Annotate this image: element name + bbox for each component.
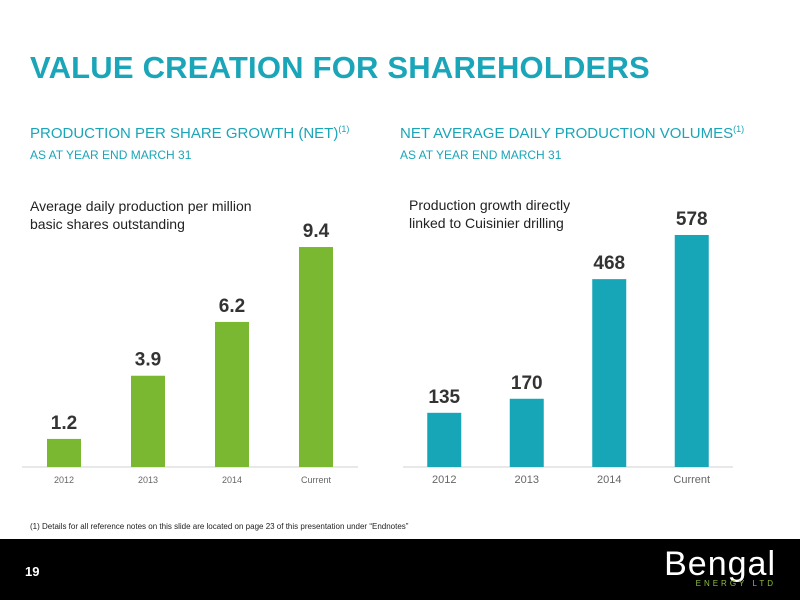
left-bar-2014: [215, 321, 249, 467]
logo-subtitle: ENERGY LTD: [695, 579, 776, 588]
right-chart-note: Production growth directly linked to Cui…: [409, 196, 570, 232]
footnote: (1) Details for all reference notes on t…: [30, 522, 409, 531]
right-tick-label-2012: 2012: [432, 474, 456, 486]
right-note-line2: linked to Cuisinier drilling: [409, 215, 564, 231]
logo-wordmark: Bengal: [664, 545, 776, 583]
left-note-line1: Average daily production per million: [30, 198, 252, 214]
right-tick-label-current: Current: [673, 474, 710, 486]
left-bar-2012: [47, 438, 81, 467]
page-number: 19: [25, 564, 40, 579]
left-tick-label-2014: 2014: [222, 475, 242, 485]
left-chart-note: Average daily production per million bas…: [30, 197, 252, 233]
right-data-label-current: 578: [676, 209, 708, 230]
right-note-line1: Production growth directly: [409, 197, 571, 213]
right-chart-heading: NET AVERAGE DAILY PRODUCTION VOLUMES(1): [400, 124, 780, 142]
left-data-label-2012: 1.2: [51, 413, 77, 434]
right-bar-2013: [509, 398, 544, 467]
left-data-label-2014: 6.2: [219, 296, 245, 317]
left-tick-label-2012: 2012: [54, 475, 74, 485]
slide-title: VALUE CREATION FOR SHAREHOLDERS: [30, 50, 650, 85]
left-chart-subheading: AS AT YEAR END MARCH 31: [30, 148, 192, 162]
right-bar-2014: [592, 279, 627, 467]
left-heading-text: PRODUCTION PER SHARE GROWTH (NET): [30, 125, 339, 142]
left-tick-label-2013: 2013: [138, 475, 158, 485]
left-heading-sup: (1): [338, 124, 350, 134]
right-bar-2012: [427, 412, 462, 467]
company-logo: Bengal ENERGY LTD: [664, 547, 776, 588]
left-bar-2013: [131, 375, 165, 467]
right-data-label-2014: 468: [593, 253, 625, 274]
left-chart-heading: PRODUCTION PER SHARE GROWTH (NET)(1): [30, 124, 410, 142]
right-bar-current: [674, 234, 709, 467]
right-heading-sup: (1): [733, 124, 745, 134]
left-note-line2: basic shares outstanding: [30, 216, 185, 232]
right-heading-text: NET AVERAGE DAILY PRODUCTION VOLUMES: [400, 125, 734, 142]
left-tick-label-current: Current: [301, 475, 332, 485]
right-chart-subheading: AS AT YEAR END MARCH 31: [400, 148, 562, 162]
right-data-label-2012: 135: [428, 387, 460, 408]
left-bar-current: [299, 247, 333, 467]
right-tick-label-2013: 2013: [515, 474, 539, 486]
footer-bar: 19 Bengal ENERGY LTD: [0, 539, 800, 600]
left-data-label-current: 9.4: [303, 221, 330, 242]
right-data-label-2013: 170: [511, 373, 543, 394]
right-tick-label-2014: 2014: [597, 474, 621, 486]
right-chart-header: NET AVERAGE DAILY PRODUCTION VOLUMES(1) …: [400, 124, 780, 162]
left-chart-header: PRODUCTION PER SHARE GROWTH (NET)(1) AS …: [30, 124, 410, 162]
left-data-label-2013: 3.9: [135, 350, 161, 371]
